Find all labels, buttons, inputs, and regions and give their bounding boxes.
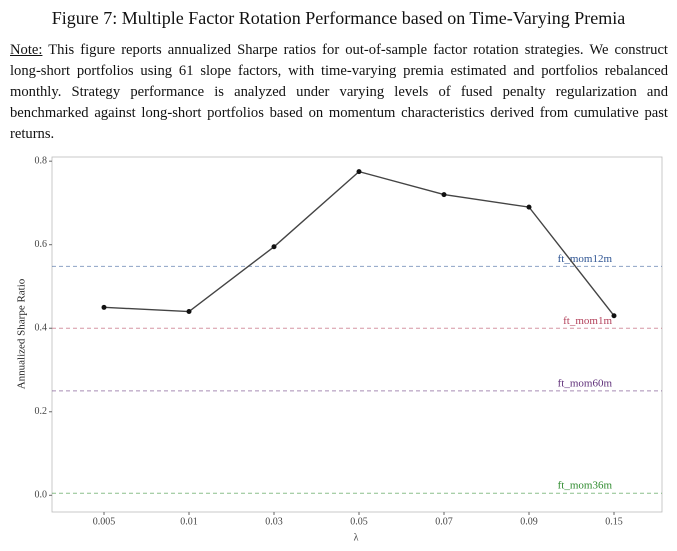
data-point bbox=[441, 192, 447, 198]
chart: λ Annualized Sharpe Ratio 0.0 0.2 0.4 0.6 0.… bbox=[16, 155, 663, 543]
y-tick-label: 0.6 bbox=[35, 239, 48, 250]
y-tick-label: 0.0 bbox=[35, 490, 48, 501]
x-tick-label: 0.005 bbox=[93, 516, 116, 527]
y-tick-label: 0.4 bbox=[35, 323, 48, 334]
y-tick-label: 0.8 bbox=[35, 155, 48, 166]
data-point bbox=[526, 204, 532, 210]
figure-title: Figure 7: Multiple Factor Rotation Perfo… bbox=[51, 8, 626, 28]
data-point bbox=[271, 244, 277, 250]
x-tick-label: 0.09 bbox=[520, 516, 538, 527]
reference-label: ft_mom1m bbox=[563, 315, 612, 327]
reference-label: ft_mom36m bbox=[558, 480, 613, 492]
x-tick-label: 0.15 bbox=[605, 516, 623, 527]
data-point bbox=[101, 304, 107, 310]
data-point bbox=[186, 309, 192, 315]
note-text: This figure reports annualized Sharpe ra… bbox=[10, 42, 668, 142]
reference-label: ft_mom60m bbox=[558, 377, 613, 389]
figure-note: Note: This figure reports annualized Sha… bbox=[10, 40, 668, 145]
x-tick-label: 0.01 bbox=[180, 516, 198, 527]
x-axis-label: λ bbox=[354, 532, 359, 543]
x-tick-label: 0.05 bbox=[350, 516, 368, 527]
y-axis-label: Annualized Sharpe Ratio bbox=[16, 278, 28, 389]
data-point bbox=[611, 313, 617, 319]
x-tick-label: 0.03 bbox=[265, 516, 283, 527]
y-tick-label: 0.2 bbox=[35, 406, 48, 417]
data-point bbox=[356, 169, 362, 175]
plot-panel bbox=[51, 156, 663, 513]
x-tick-label: 0.07 bbox=[435, 516, 453, 527]
note-label: Note: bbox=[10, 42, 43, 58]
